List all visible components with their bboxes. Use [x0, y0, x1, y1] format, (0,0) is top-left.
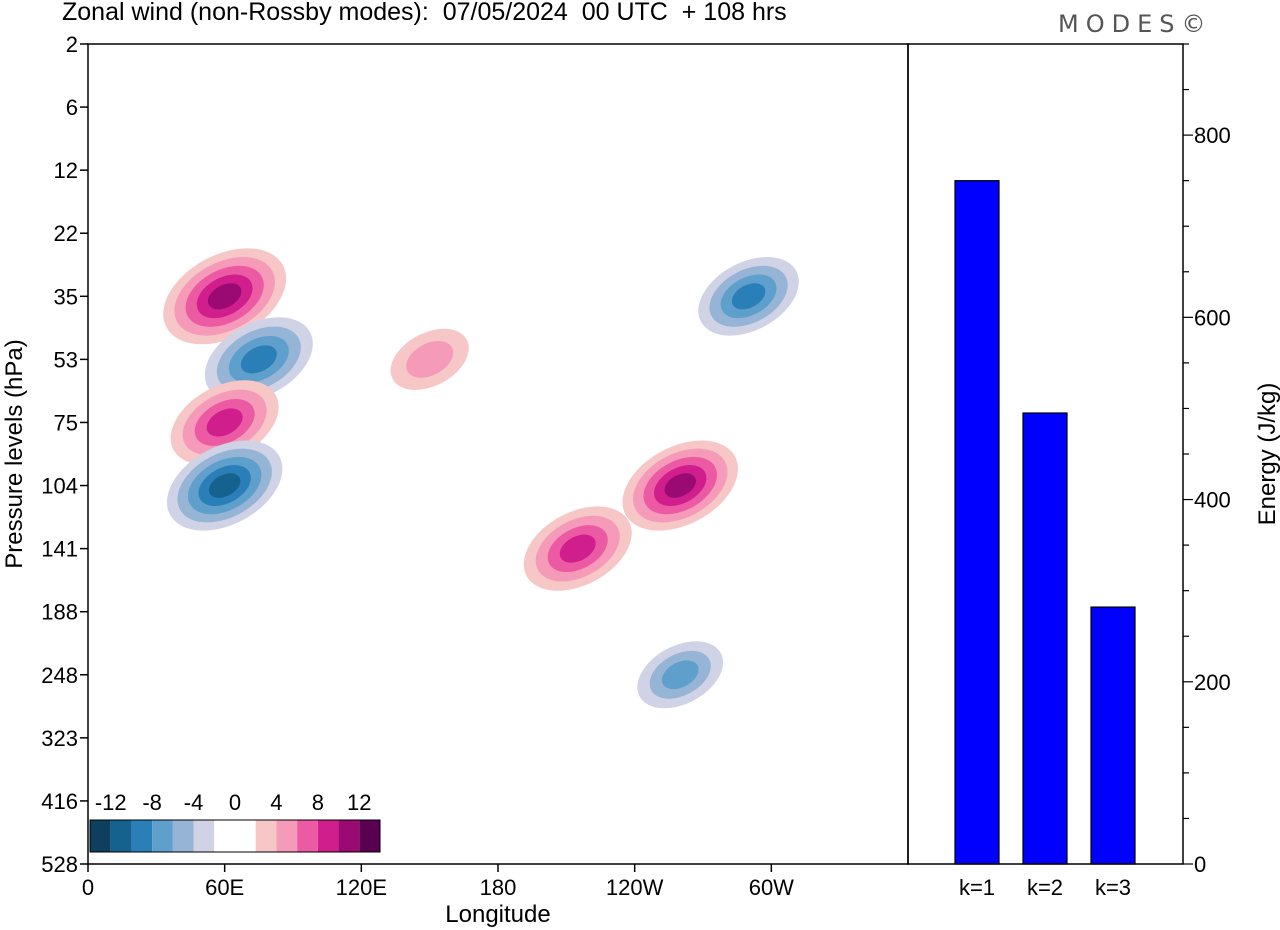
x-tick-label: 180 [480, 875, 517, 900]
y-tick-label: 53 [54, 347, 78, 372]
colorbar-swatch [131, 820, 153, 852]
colorbar-swatch [90, 820, 111, 852]
bar-category-label: k=2 [1027, 875, 1063, 900]
y-tick-label: 323 [41, 726, 78, 751]
bar-category-label: k=3 [1095, 875, 1131, 900]
x-tick-label: 60W [749, 875, 794, 900]
colorbar-label: -8 [142, 790, 162, 815]
y-tick-label: 12 [54, 158, 78, 183]
x-axis-label: Longitude [445, 901, 550, 928]
energy-bar [954, 180, 1000, 865]
y-tick-label: 35 [54, 284, 78, 309]
y-tick-label: 416 [41, 789, 78, 814]
x-tick-label: 120W [606, 875, 664, 900]
y-tick-label: 22 [54, 221, 78, 246]
x-axis: 0 60E 120E 180 120W 60W [82, 864, 794, 900]
y-tick-label: 528 [41, 852, 78, 877]
colorbar-swatch [235, 820, 256, 852]
x-tick-label: 0 [82, 875, 94, 900]
colorbar-swatch [193, 820, 215, 852]
colorbar-label: -12 [95, 790, 127, 815]
energy-tick-label: 600 [1194, 305, 1231, 330]
contour-cell [406, 341, 454, 378]
contour-cell [664, 473, 696, 498]
energy-tick-label: 200 [1194, 670, 1231, 695]
colorbar-swatch [172, 820, 194, 852]
y-tick-label: 188 [41, 600, 78, 625]
bar-category-label: k=1 [959, 875, 995, 900]
brand-logo: MODES© [1058, 10, 1213, 38]
contour-cell [206, 408, 243, 437]
colorbar-swatch [317, 820, 339, 852]
colorbar: -12 -8 -4 0 4 8 12 [89, 790, 381, 853]
colorbar-label: -4 [184, 790, 204, 815]
y-tick-label: 141 [41, 537, 78, 562]
colorbar-swatch [297, 820, 318, 852]
y-tick-label: 6 [66, 95, 78, 120]
x-tick-label: 120E [336, 875, 387, 900]
colorbar-frame [89, 819, 381, 853]
contour-cell [559, 534, 596, 563]
x-tick-label: 60E [205, 875, 244, 900]
contour-cell [661, 660, 699, 690]
colorbar-label: 8 [312, 790, 324, 815]
y-tick-label: 248 [41, 663, 78, 688]
colorbar-swatch [152, 820, 173, 852]
y-tick-label: 75 [54, 410, 78, 435]
colorbar-swatch [110, 820, 132, 852]
contour-cell [731, 283, 766, 310]
colorbar-swatch [214, 820, 235, 852]
energy-axis: 0 200 400 600 800 [1183, 43, 1231, 877]
energy-bar-chart: k=1 k=2 k=3 [954, 180, 1136, 900]
energy-bar [1022, 412, 1068, 865]
y-axis: 2 6 12 22 35 53 75 104 141 188 248 323 416 528 [41, 32, 88, 877]
colorbar-label: 4 [270, 790, 282, 815]
energy-axis-label: Energy (J/kg) [1254, 383, 1280, 526]
energy-tick-label: 800 [1194, 123, 1231, 148]
colorbar-swatch [359, 820, 380, 852]
contour-cell [208, 473, 241, 498]
colorbar-label: 12 [347, 790, 371, 815]
energy-tick-label: 400 [1194, 488, 1231, 513]
energy-bar [1090, 606, 1136, 865]
energy-tick-label: 0 [1194, 852, 1206, 877]
y-tick-label: 104 [41, 474, 78, 499]
contour-cell [207, 283, 242, 310]
y-tick-label: 2 [66, 32, 78, 57]
contour-field [163, 248, 799, 709]
colorbar-label: 0 [229, 790, 241, 815]
chart-title: Zonal wind (non-Rossby modes): 07/05/202… [62, 0, 787, 26]
colorbar-swatch [255, 820, 277, 852]
colorbar-swatch [276, 820, 298, 852]
contour-cell [240, 345, 277, 374]
colorbar-swatch [338, 820, 360, 852]
y-axis-label: Pressure levels (hPa) [1, 339, 28, 568]
